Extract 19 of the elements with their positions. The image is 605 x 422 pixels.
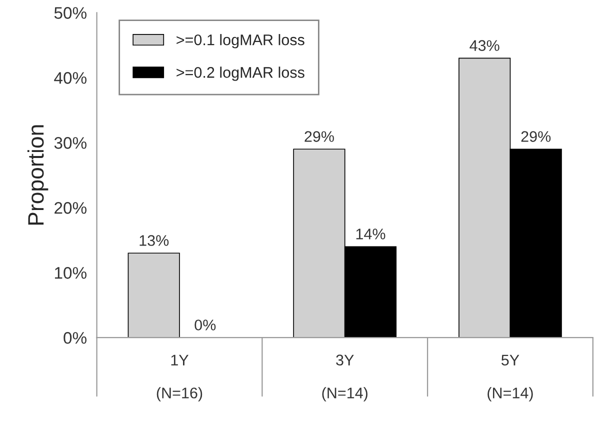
data-label: 14%	[356, 228, 386, 240]
data-label: 43%	[470, 40, 500, 51]
data-label: 29%	[304, 131, 334, 142]
y-tick-label: 0%	[64, 332, 86, 344]
y-tick-label: 20%	[54, 202, 86, 214]
y-axis-title: Proportion	[27, 125, 48, 225]
y-tick-label: 30%	[54, 137, 86, 149]
category-label: 1Y (N=16)	[156, 354, 202, 402]
y-tick-label: 40%	[54, 72, 86, 84]
category-label: 5Y (N=14)	[488, 354, 533, 402]
y-tick-label: 10%	[54, 267, 86, 279]
y-tick-label: 50%	[54, 7, 86, 19]
legend-label: >=0.2 logMAR loss	[176, 66, 304, 81]
category-label: 3Y (N=14)	[322, 354, 368, 402]
data-label: 0%	[194, 320, 216, 330]
legend-label: >=0.1 logMAR loss	[176, 34, 304, 48]
bar	[128, 252, 180, 338]
data-label: 29%	[521, 131, 551, 142]
data-label: 13%	[140, 235, 169, 246]
